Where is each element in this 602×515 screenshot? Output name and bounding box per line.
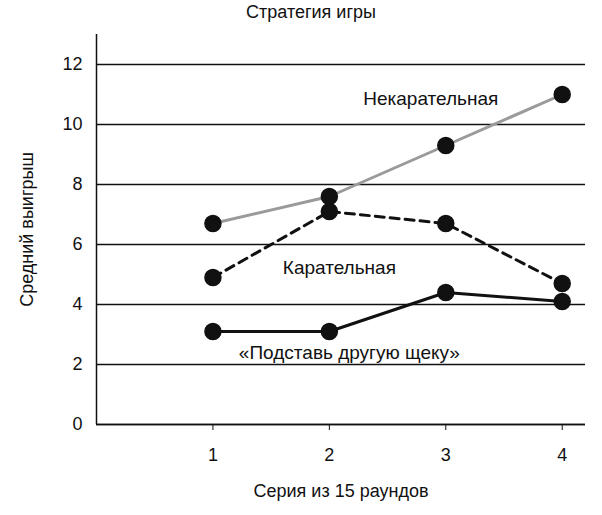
svg-text:Серия из 15 раундов: Серия из 15 раундов xyxy=(254,481,429,501)
svg-text:4: 4 xyxy=(72,294,82,314)
svg-text:Некарательная: Некарательная xyxy=(363,88,498,109)
svg-text:«Подставь другую щеку»: «Подставь другую щеку» xyxy=(239,342,460,363)
html-text:Стратегия игры: Стратегия игры xyxy=(246,2,376,22)
svg-text:1: 1 xyxy=(208,445,218,465)
svg-text:2: 2 xyxy=(72,354,82,374)
svg-text:Средний выигрыш: Средний выигрыш xyxy=(17,152,37,307)
svg-text:3: 3 xyxy=(441,445,451,465)
svg-text:4: 4 xyxy=(557,445,567,465)
svg-text:0: 0 xyxy=(72,414,82,434)
svg-text:10: 10 xyxy=(62,114,82,134)
svg-text:8: 8 xyxy=(72,174,82,194)
svg-text:2: 2 xyxy=(324,445,334,465)
svg-text:6: 6 xyxy=(72,234,82,254)
svg-text:Карательная: Карательная xyxy=(283,257,396,278)
svg-text:12: 12 xyxy=(62,54,82,74)
